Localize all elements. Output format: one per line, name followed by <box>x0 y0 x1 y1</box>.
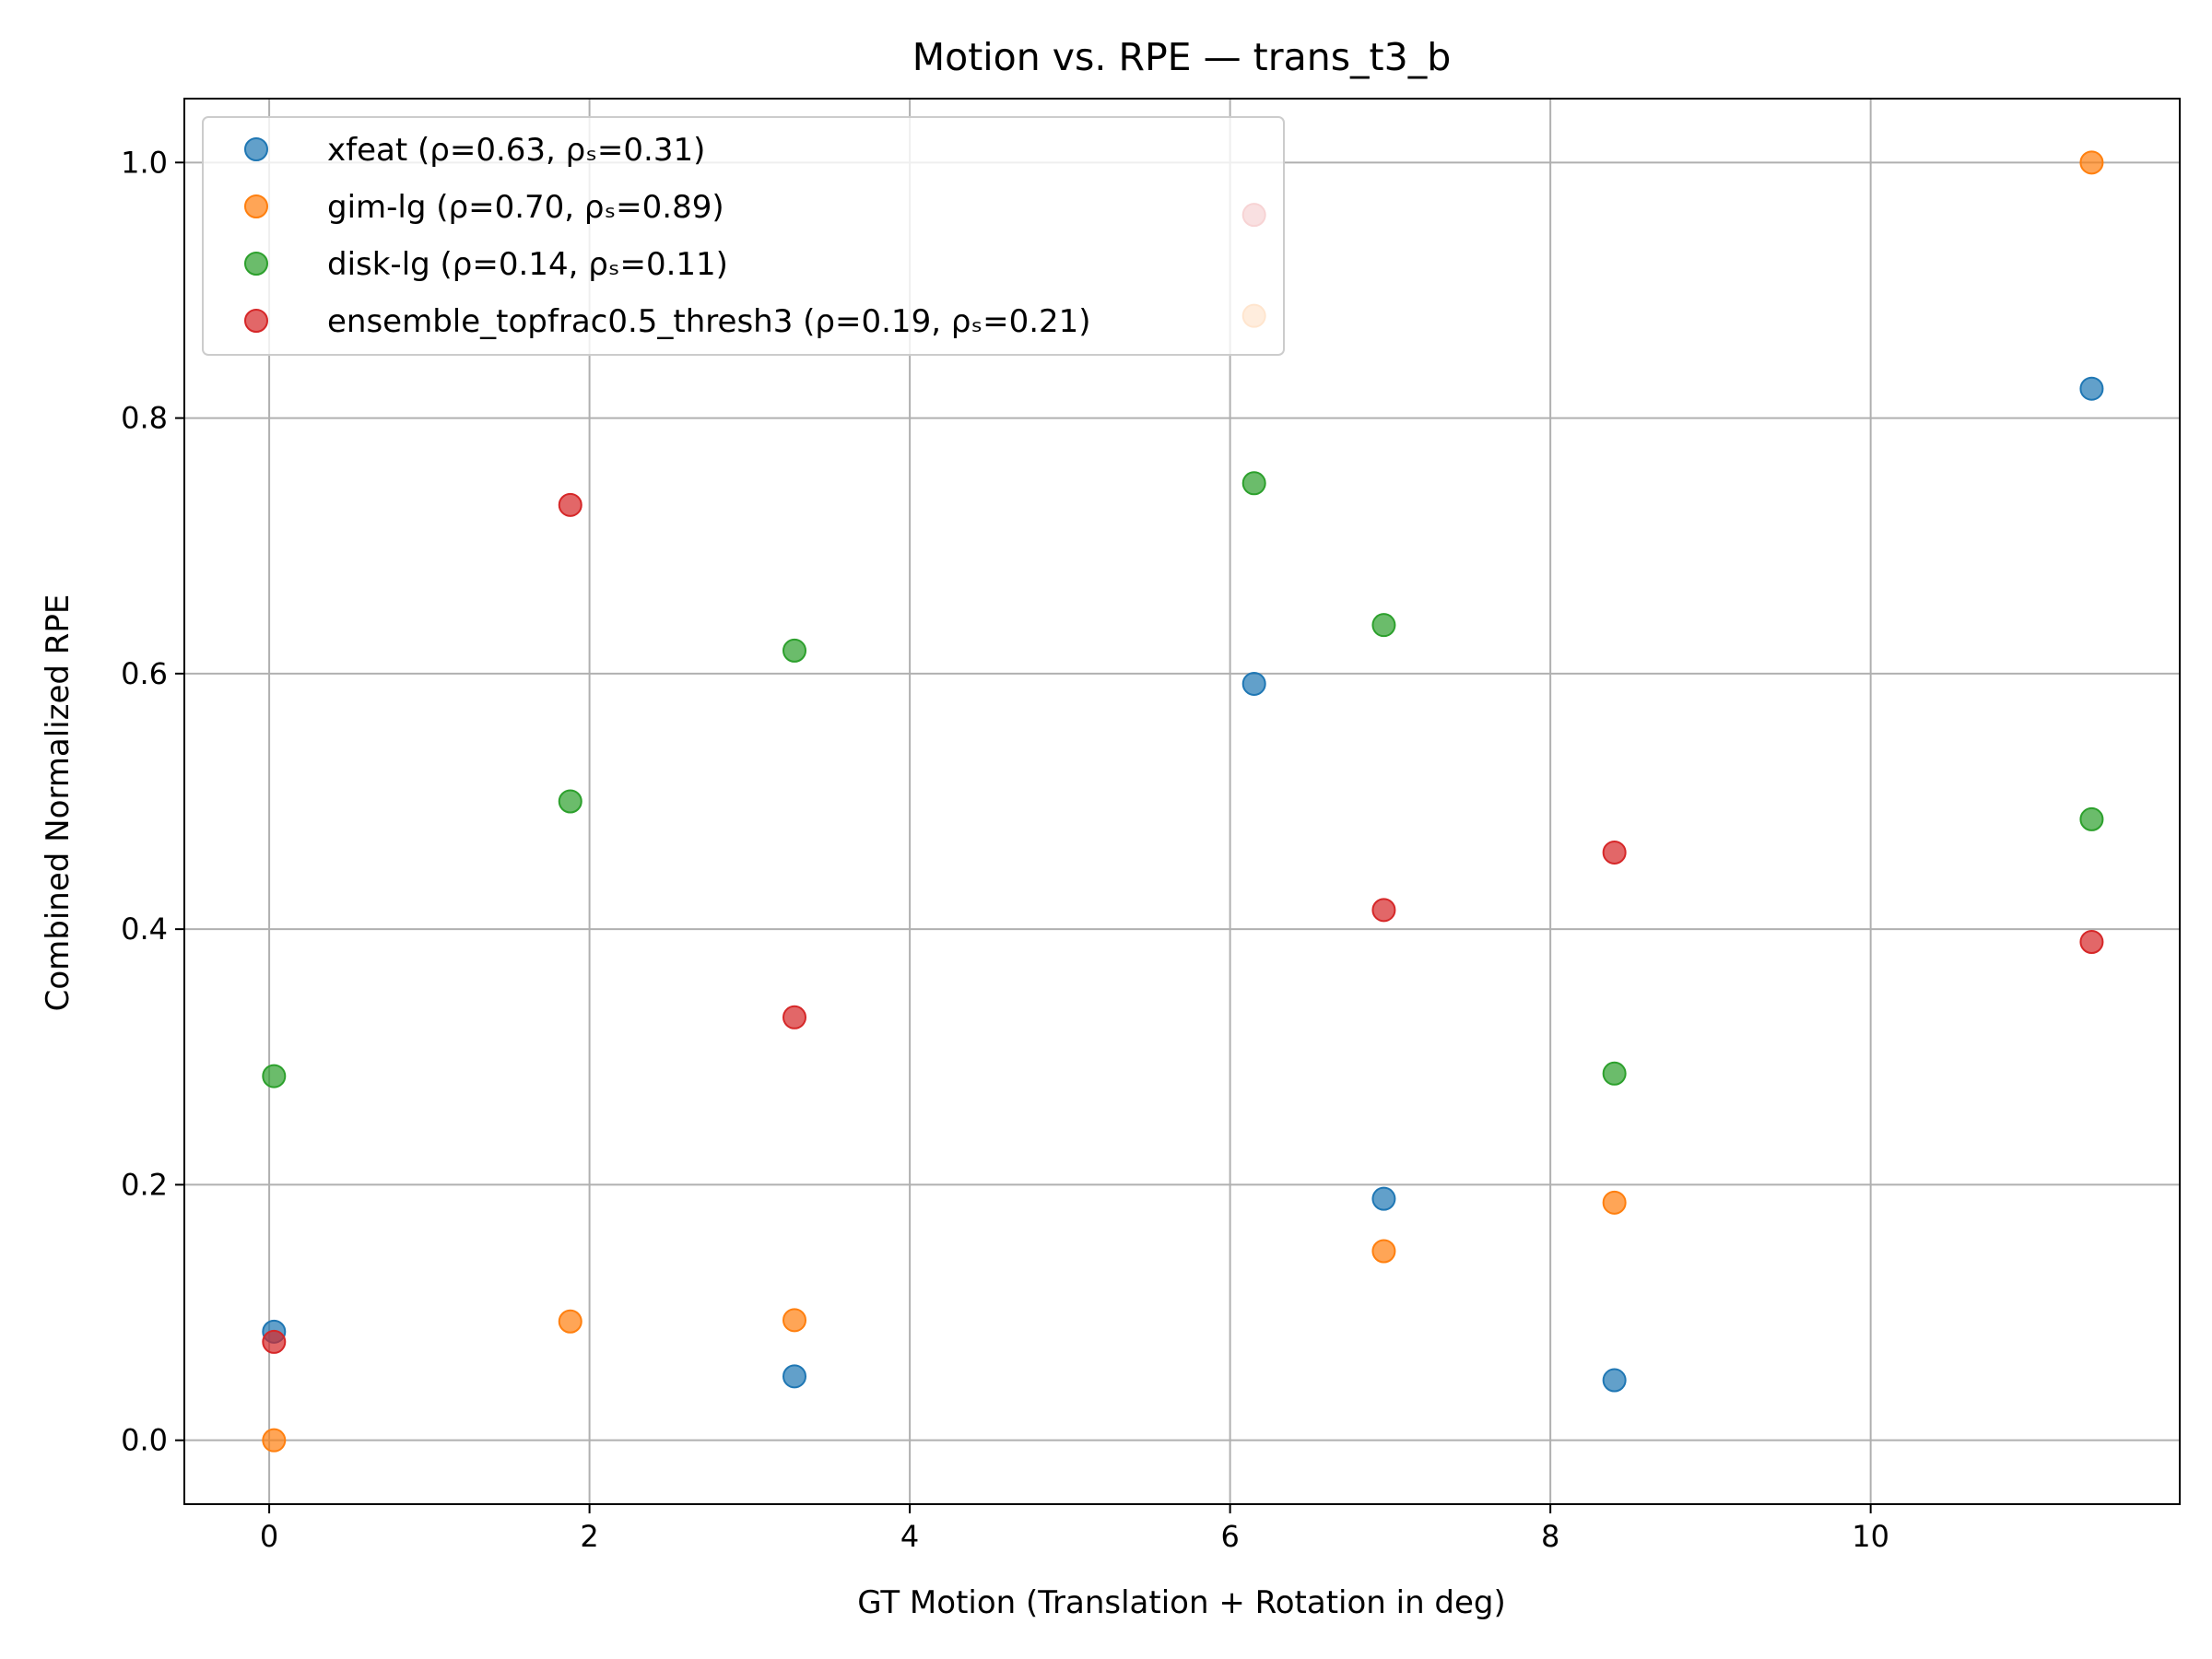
y-tick-label: 0.2 <box>121 1167 168 1202</box>
legend-label: gim-lg (ρ=0.70, ρₛ=0.89) <box>327 189 724 226</box>
series-3 <box>262 203 2104 1354</box>
y-tick-label: 0.6 <box>121 656 168 691</box>
data-point <box>262 1428 287 1453</box>
data-point <box>262 1064 287 1088</box>
data-point <box>1371 613 1396 638</box>
data-point <box>1371 1186 1396 1211</box>
x-tick-label: 2 <box>580 1519 598 1554</box>
data-point <box>2079 806 2104 831</box>
data-point <box>1602 1061 1627 1086</box>
data-point <box>1241 471 1266 496</box>
data-point <box>1241 671 1266 696</box>
data-point <box>1371 898 1396 923</box>
y-tick-label: 0.8 <box>121 401 168 436</box>
data-point <box>1602 1368 1627 1393</box>
y-axis-ticks: 0.0 0.2 0.4 0.6 0.8 1.0 <box>121 145 184 1458</box>
data-points <box>262 150 2104 1453</box>
x-axis-label: GT Motion (Translation + Rotation in deg… <box>857 1584 1506 1621</box>
data-point <box>1602 840 1627 865</box>
legend-marker <box>244 137 268 161</box>
legend: xfeat (ρ=0.63, ρₛ=0.31) gim-lg (ρ=0.70, ρ… <box>202 116 1285 356</box>
legend-label: disk-lg (ρ=0.14, ρₛ=0.11) <box>327 246 728 283</box>
legend-marker <box>244 309 268 333</box>
data-point <box>782 1308 807 1333</box>
legend-label: ensemble_topfrac0.5_thresh3 (ρ=0.19, ρₛ=… <box>327 303 1091 340</box>
x-axis-ticks: 0 2 4 6 8 10 <box>260 1504 1889 1554</box>
x-tick-label: 0 <box>260 1519 278 1554</box>
legend-marker <box>244 252 268 276</box>
x-tick-label: 8 <box>1541 1519 1559 1554</box>
series-0 <box>262 376 2104 1393</box>
y-tick-label: 0.4 <box>121 912 168 947</box>
data-point <box>782 1005 807 1030</box>
data-point <box>782 1364 807 1389</box>
x-tick-label: 4 <box>900 1519 919 1554</box>
data-point <box>1602 1190 1627 1215</box>
chart-title: Motion vs. RPE — trans_t3_b <box>912 35 1452 79</box>
legend-box <box>202 116 1285 356</box>
series-2 <box>262 471 2104 1088</box>
data-point <box>558 789 582 814</box>
y-tick-label: 0.0 <box>121 1423 168 1458</box>
data-point <box>1371 1239 1396 1264</box>
plot-frame <box>183 98 2181 1505</box>
series-1 <box>262 150 2104 1453</box>
y-tick-label: 1.0 <box>121 145 168 180</box>
legend-marker <box>244 194 268 218</box>
data-point <box>782 638 807 663</box>
legend-label: xfeat (ρ=0.63, ρₛ=0.31) <box>327 132 705 169</box>
data-point <box>2079 376 2104 401</box>
y-axis-label: Combined Normalized RPE <box>40 594 76 1012</box>
data-point <box>2079 150 2104 175</box>
x-tick-label: 10 <box>1852 1519 1889 1554</box>
data-point <box>2079 930 2104 954</box>
x-tick-label: 6 <box>1220 1519 1239 1554</box>
data-point <box>558 1309 582 1334</box>
data-point <box>558 492 582 517</box>
data-point <box>262 1329 287 1354</box>
